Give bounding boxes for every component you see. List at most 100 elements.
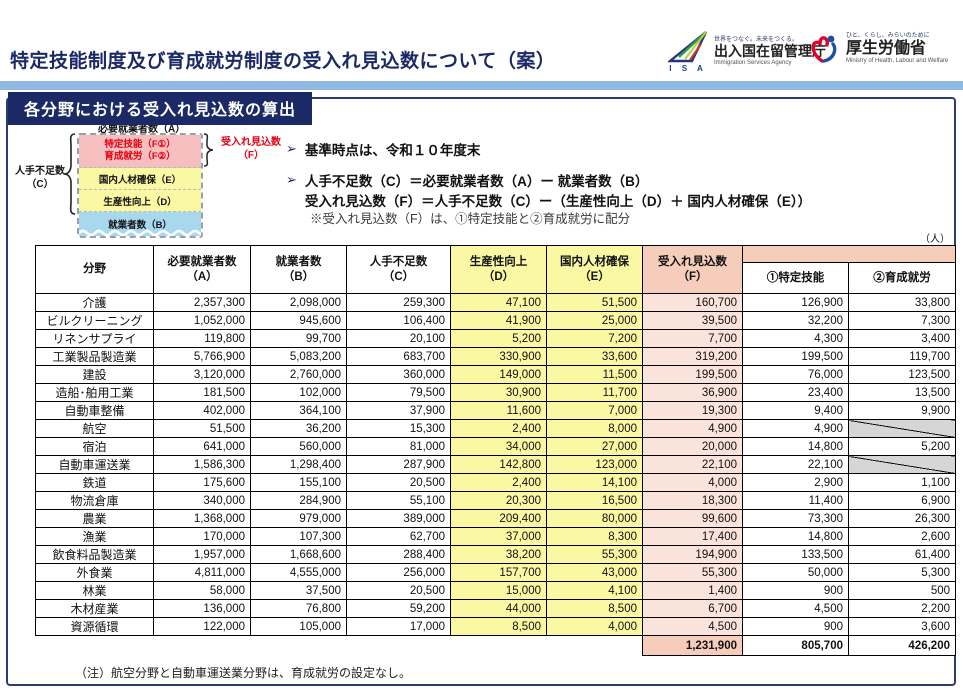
sector-cell: 林業 (35, 581, 154, 600)
cell-s1: 11,400 (742, 491, 849, 510)
cell-a: 2,357,300 (153, 293, 251, 312)
cell-e: 123,000 (546, 455, 643, 474)
cell-c: 287,900 (346, 455, 451, 474)
sector-cell: 物流倉庫 (35, 491, 154, 510)
cell-d: 157,700 (450, 563, 547, 582)
sector-cell: 介護 (35, 293, 154, 312)
cell-e: 55,300 (546, 545, 643, 564)
cell-e: 11,700 (546, 383, 643, 402)
cell-b: 1,668,600 (250, 545, 347, 564)
cell-s2 (848, 455, 956, 474)
cell-a: 641,000 (153, 437, 251, 456)
cell-e: 4,100 (546, 581, 643, 600)
col-header-sector: 分野 (35, 245, 154, 294)
cell-a: 4,811,000 (153, 563, 251, 582)
mhlw-mark-icon (811, 35, 837, 63)
cell-a: 1,368,000 (153, 509, 251, 528)
cell-d: 15,000 (450, 581, 547, 600)
cell-f: 4,000 (642, 473, 743, 492)
cell-d: 47,100 (450, 293, 547, 312)
cell-s2: 61,400 (848, 545, 956, 564)
cell-a: 181,500 (153, 383, 251, 402)
bullet-2-text: 人手不足数（C）＝必要就業者数（A）ー 就業者数（B） 受入れ見込数（F）＝人手… (305, 172, 811, 211)
cell-b: 102,000 (250, 383, 347, 402)
cell-d: 149,000 (450, 365, 547, 384)
table-row: ビルクリーニング 1,052,000 945,600 106,400 41,90… (35, 311, 956, 330)
diagram-right-label: 受入れ見込数 （F） (221, 137, 281, 161)
footnote: （注）航空分野と自動車運送業分野は、育成就労の設定なし。 (75, 666, 412, 680)
cell-d: 41,900 (450, 311, 547, 330)
col-header-d: 生産性向上 （D） (450, 245, 547, 294)
cell-b: 979,000 (250, 509, 347, 528)
cell-e: 43,000 (546, 563, 643, 582)
cell-s1: 199,500 (742, 347, 849, 366)
table-row: 自動車運送業 1,586,300 1,298,400 287,900 142,8… (35, 455, 956, 474)
cell-f: 160,700 (642, 293, 743, 312)
table-row: 外食業 4,811,000 4,555,000 256,000 157,700 … (35, 563, 956, 582)
cell-s1: 76,000 (742, 365, 849, 384)
sector-cell: 資源循環 (35, 617, 154, 636)
cell-d: 5,200 (450, 329, 547, 348)
cell-d: 2,400 (450, 419, 547, 438)
arrow-bullet-icon: ➢ (286, 141, 297, 156)
sector-cell: 宿泊 (35, 437, 154, 456)
header-row-1: 分野 必要就業者数 （A） 就業者数 （B） 人手不足数 （C） 生産性向上 （… (35, 245, 956, 294)
sector-cell: 農業 (35, 509, 154, 528)
cell-f: 22,100 (642, 455, 743, 474)
cell-s1: 133,500 (742, 545, 849, 564)
sector-cell: 建設 (35, 365, 154, 384)
sector-cell: リネンサプライ (35, 329, 154, 348)
cell-e: 8,500 (546, 599, 643, 618)
cell-s2: 6,900 (848, 491, 956, 510)
table-row: 林業 58,000 37,500 20,500 15,000 4,100 1,4… (35, 581, 956, 600)
cell-c: 15,300 (346, 419, 451, 438)
table-row: 農業 1,368,000 979,000 389,000 209,400 80,… (35, 509, 956, 528)
cell-a: 51,500 (153, 419, 251, 438)
cell-e: 8,000 (546, 419, 643, 438)
cell-s2: 2,200 (848, 599, 956, 618)
cell-s2: 1,100 (848, 473, 956, 492)
isa-tagline: 世界をつなぐ。未来をつくる。 (714, 36, 798, 43)
cell-b: 5,083,200 (250, 347, 347, 366)
sector-cell: 航空 (35, 419, 154, 438)
unit-label: （人） (920, 234, 950, 245)
col-header-c: 人手不足数 （C） (346, 245, 451, 294)
cell-c: 20,100 (346, 329, 451, 348)
cell-s1: 900 (742, 581, 849, 600)
title-underline-bar (0, 81, 963, 90)
cell-d: 330,900 (450, 347, 547, 366)
cell-s1: 22,100 (742, 455, 849, 474)
cell-b: 560,000 (250, 437, 347, 456)
cell-s1: 4,500 (742, 599, 849, 618)
cell-f: 36,900 (642, 383, 743, 402)
arrow-bullet-icon: ➢ (286, 172, 297, 187)
isa-abbr: I S A (669, 64, 707, 73)
table-row: 工業製品製造業 5,766,900 5,083,200 683,700 330,… (35, 347, 956, 366)
col-header-a: 必要就業者数 （A） (153, 245, 251, 294)
left-brace-icon (63, 133, 76, 215)
cell-f: 7,700 (642, 329, 743, 348)
table-row: 自動車整備 402,000 364,100 37,900 11,600 7,00… (35, 401, 956, 420)
formula-1: 人手不足数（C）＝必要就業者数（A）ー 就業者数（B） (304, 174, 649, 189)
cell-f: 6,700 (642, 599, 743, 618)
cell-s1: 23,400 (742, 383, 849, 402)
cell-s2: 119,700 (848, 347, 956, 366)
sector-cell: 自動車整備 (35, 401, 154, 420)
cell-f: 1,400 (642, 581, 743, 600)
bullet-1: ➢ 基準時点は、令和１０年度末 (286, 141, 480, 161)
cell-a: 1,586,300 (153, 455, 251, 474)
cell-s2: 13,500 (848, 383, 956, 402)
isa-name-en: Immigration Services Agency (714, 59, 792, 66)
cell-b: 2,760,000 (250, 365, 347, 384)
mhlw-logo: ひと、くらし、みらいのために 厚生労働省 Ministry of Health,… (808, 32, 948, 66)
diagram-stack: 特定技能（F①） 育成就労（F②） 国内人材確保（E） 生産性向上（D） 就業者… (77, 133, 203, 238)
diagram-pink-block: 特定技能（F①） 育成就労（F②） (79, 135, 201, 168)
sector-cell: 漁業 (35, 527, 154, 546)
isa-logo: I S A 世界をつなぐ。未来をつくる。 出入国在留管理庁 Immigratio… (668, 30, 826, 73)
cell-a: 122,000 (153, 617, 251, 636)
col-header-b: 就業者数 （B） (250, 245, 347, 294)
cell-d: 44,000 (450, 599, 547, 618)
cell-s1: 14,800 (742, 437, 849, 456)
cell-d: 209,400 (450, 509, 547, 528)
cell-f: 18,300 (642, 491, 743, 510)
